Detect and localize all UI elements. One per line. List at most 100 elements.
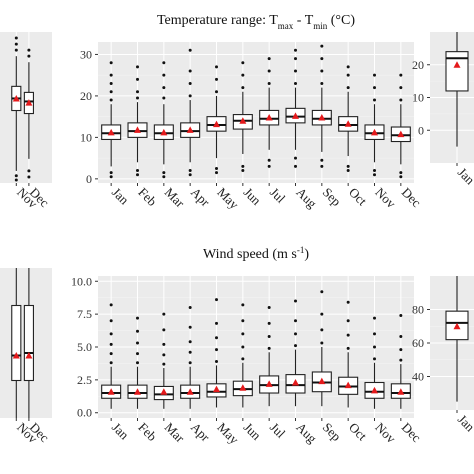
- x-tick-label-jul: Jul: [267, 420, 289, 442]
- outlier-point: [109, 81, 113, 85]
- box-sep: [311, 290, 332, 407]
- outlier-point: [320, 69, 324, 73]
- x-tick-label-apr: Apr: [188, 185, 213, 210]
- outlier-point: [267, 81, 271, 85]
- outlier-point: [14, 42, 18, 46]
- outlier-point: [162, 175, 166, 179]
- outlier-point: [215, 359, 218, 363]
- outlier-point: [215, 298, 218, 302]
- outlier-point: [373, 73, 376, 77]
- outlier-point: [136, 173, 139, 177]
- x-tick-label-jun: Jun: [241, 420, 265, 444]
- x-tick-label-feb: Feb: [135, 420, 159, 444]
- x-tick-label-jan: Jan: [109, 420, 132, 443]
- outlier-point: [136, 90, 139, 94]
- outlier-point: [188, 81, 192, 85]
- title-span: Temperature range: T: [157, 13, 278, 28]
- y-tick-label: 0.0: [77, 406, 92, 420]
- outlier-point: [162, 312, 166, 316]
- box-nov: [11, 268, 22, 418]
- outlier-point: [109, 73, 113, 77]
- mean-marker: [134, 388, 141, 395]
- mean-marker: [213, 385, 220, 393]
- box-aug: [285, 299, 306, 407]
- outlier-point: [109, 303, 113, 307]
- box-feb: [127, 65, 148, 177]
- outlier-point: [241, 61, 245, 65]
- outlier-point: [320, 44, 324, 48]
- outlier-point: [162, 73, 166, 77]
- outlier-point: [188, 173, 192, 177]
- outlier-point: [188, 48, 192, 52]
- outlier-point: [267, 321, 271, 325]
- panel-right-top: 0 10 20 Jan: [412, 32, 474, 188]
- outlier-point: [109, 98, 113, 102]
- mean-marker: [134, 126, 141, 133]
- outlier-point: [162, 86, 166, 90]
- outlier-point: [14, 36, 18, 40]
- outlier-point: [373, 345, 376, 349]
- outlier-point: [215, 77, 218, 81]
- outlier-point: [267, 158, 271, 162]
- box-jul: [259, 57, 280, 168]
- outlier-point: [241, 73, 245, 77]
- title-span: max: [278, 21, 294, 31]
- x-tick-label-feb: Feb: [135, 185, 159, 209]
- outlier-point: [346, 346, 350, 350]
- x-tick-label-aug: Aug: [293, 420, 320, 447]
- mean-marker: [213, 120, 220, 128]
- outlier-point: [162, 342, 166, 346]
- outlier-point: [109, 352, 113, 356]
- box-iqr: [445, 51, 469, 92]
- outlier-point: [241, 319, 245, 323]
- mean-marker: [25, 352, 33, 359]
- outlier-point: [14, 178, 18, 182]
- x-tick-label-mar: Mar: [162, 185, 188, 211]
- y-tick-label: 80: [412, 303, 424, 317]
- mean-marker: [25, 99, 33, 106]
- y-tick-label: 7.5: [77, 307, 92, 321]
- outlier-point: [267, 164, 271, 168]
- panel-background: [98, 42, 414, 183]
- outlier-point: [373, 98, 376, 102]
- outlier-point: [136, 352, 139, 356]
- box-apr: [180, 48, 201, 177]
- mean-marker: [344, 381, 352, 389]
- panel-title: Wind speed (m s-1): [203, 245, 309, 262]
- box-iqr: [23, 304, 34, 382]
- box-jun: [232, 303, 253, 408]
- mean-marker: [453, 61, 461, 68]
- x-tick-label-nov: Nov: [372, 185, 399, 212]
- outlier-point: [188, 350, 192, 354]
- outlier-point: [320, 341, 324, 345]
- outlier-point: [188, 169, 192, 173]
- outlier-point: [294, 332, 297, 336]
- outlier-point: [215, 336, 218, 340]
- outlier-point: [346, 164, 350, 168]
- outlier-point: [294, 299, 297, 303]
- x-tick-label-oct: Oct: [346, 420, 370, 444]
- mean-marker: [186, 126, 194, 133]
- x-tick-label-may: May: [214, 420, 242, 448]
- title-span: - T: [293, 13, 313, 28]
- y-tick-label: 30: [80, 47, 92, 61]
- outlier-point: [188, 306, 192, 310]
- outlier-point: [373, 316, 376, 320]
- y-tick-label: 20: [80, 89, 92, 103]
- outlier-point: [399, 175, 403, 179]
- y-tick-label: 10: [80, 130, 92, 144]
- mean-marker: [160, 388, 168, 395]
- outlier-point: [162, 171, 166, 175]
- box-mar: [153, 61, 174, 179]
- outlier-point: [27, 175, 31, 179]
- outlier-point: [241, 169, 245, 173]
- x-tick-label-mar: Mar: [162, 420, 188, 446]
- title-span: -1: [297, 245, 305, 255]
- outlier-point: [294, 344, 297, 348]
- x-tick-label-nov: Nov: [372, 420, 399, 447]
- outlier-point: [294, 81, 297, 85]
- title-span: (°C): [327, 13, 355, 28]
- outlier-point: [320, 328, 324, 332]
- box-oct: [338, 65, 359, 173]
